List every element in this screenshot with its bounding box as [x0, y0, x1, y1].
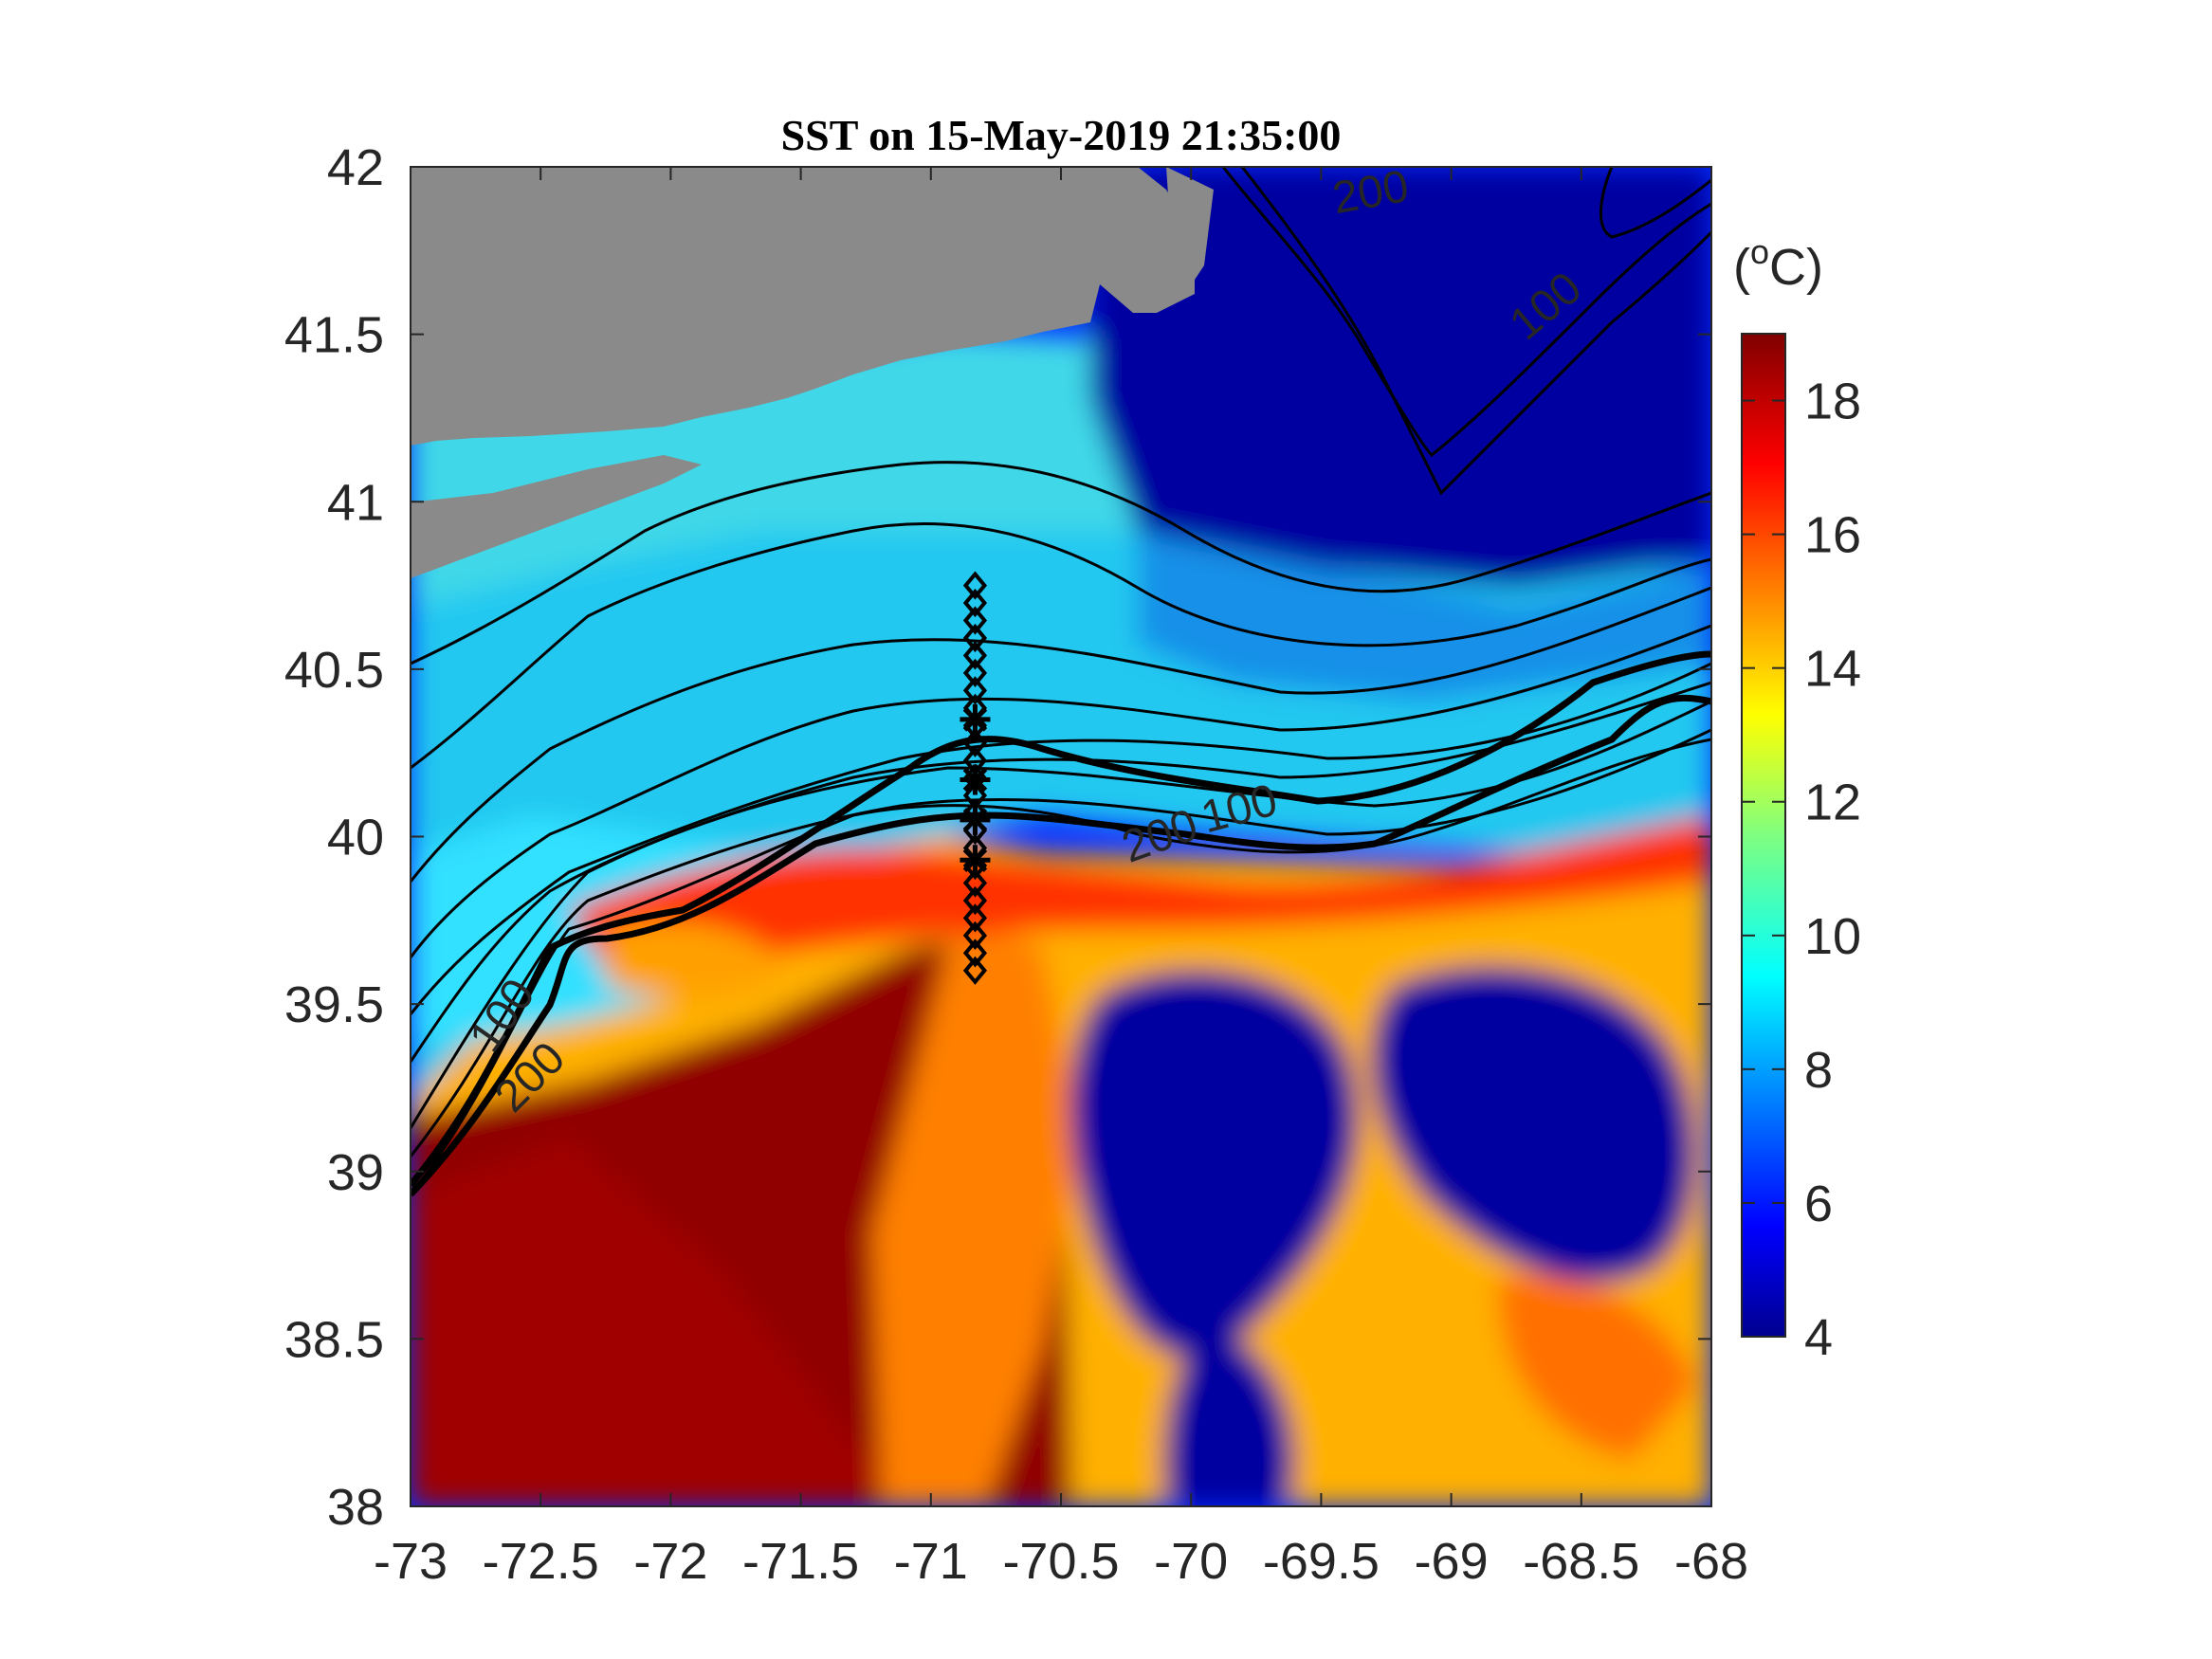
colorbar-tick-label: 10 — [1804, 908, 1861, 965]
colorbar-tick-label: 4 — [1804, 1309, 1833, 1366]
transect-station-marker — [962, 641, 988, 670]
x-tick-label: -70 — [1154, 1533, 1228, 1590]
colorbar-tick-label: 12 — [1804, 775, 1861, 831]
transect-station-marker — [962, 868, 988, 898]
transect-station-marker — [962, 676, 988, 705]
transect-star-marker — [960, 804, 991, 835]
y-tick-label: 41.5 — [284, 307, 384, 364]
transect-station-marker — [962, 606, 988, 635]
colorbar: 4 6 8 10 12 14 16 18 (oC) — [1733, 232, 1861, 1366]
y-tick-label: 39 — [327, 1144, 384, 1201]
transect-star-marker — [960, 703, 991, 735]
sst-field — [411, 167, 1711, 1506]
transect-station-marker — [962, 658, 988, 688]
transect-station-marker — [962, 903, 988, 933]
x-tick-label: -69 — [1415, 1533, 1489, 1590]
x-tick-label: -71 — [894, 1533, 968, 1590]
x-tick-label: -69.5 — [1263, 1533, 1380, 1590]
transect-station-marker — [962, 728, 988, 757]
colorbar-gradient — [1741, 333, 1786, 1338]
colorbar-label: (oC) — [1733, 232, 1823, 296]
y-tick-label: 40.5 — [284, 642, 384, 699]
colorbar-tick-label: 16 — [1804, 507, 1861, 564]
transect-station-marker — [962, 956, 988, 985]
x-tick-label: -72 — [633, 1533, 707, 1590]
transect-station-marker — [962, 885, 988, 916]
y-tick-label: 40 — [327, 810, 384, 866]
colorbar-tick-label: 6 — [1804, 1176, 1833, 1232]
y-tick-label: 42 — [327, 139, 384, 196]
x-tick-label: -68.5 — [1523, 1533, 1639, 1590]
transect-star-marker — [960, 764, 991, 795]
x-tick-label: -71.5 — [742, 1533, 859, 1590]
transect-station-marker — [962, 623, 988, 653]
y-tick-label: 41 — [327, 474, 384, 531]
transect-station-marker — [962, 588, 988, 618]
transect-stations — [960, 571, 991, 985]
long-island — [411, 455, 702, 578]
isobath-heavy — [411, 650, 1711, 1197]
y-tick-label: 38.5 — [284, 1311, 384, 1368]
colorbar-ticks: 4 6 8 10 12 14 16 18 — [1742, 374, 1861, 1366]
x-tick-label: -72.5 — [483, 1533, 599, 1590]
colorbar-tick-label: 8 — [1804, 1042, 1833, 1099]
x-tick-label: -73 — [374, 1533, 448, 1590]
y-axis: 38 38.5 39 39.5 40 40.5 41 41.5 42 — [284, 139, 1711, 1536]
colorbar-tick-label: 18 — [1804, 374, 1861, 430]
x-axis: -73 -72.5 -72 -71.5 -71 -70.5 -70 -69.5 -69 -68.5… — [374, 167, 1748, 1590]
transect-station-marker — [962, 921, 988, 950]
cape-cod — [1161, 167, 1214, 294]
transect-station-marker — [962, 939, 988, 968]
colorbar-tick-label: 14 — [1804, 641, 1861, 698]
x-tick-label: -70.5 — [1002, 1533, 1119, 1590]
transect-star-marker — [960, 845, 991, 876]
x-tick-label: -68 — [1674, 1533, 1748, 1590]
transect-station-marker — [962, 571, 988, 600]
y-tick-label: 38 — [327, 1479, 384, 1536]
chart-title: SST on 15-May-2019 21:35:00 — [781, 111, 1342, 159]
y-tick-label: 39.5 — [284, 976, 384, 1033]
land-mass — [411, 167, 1195, 446]
